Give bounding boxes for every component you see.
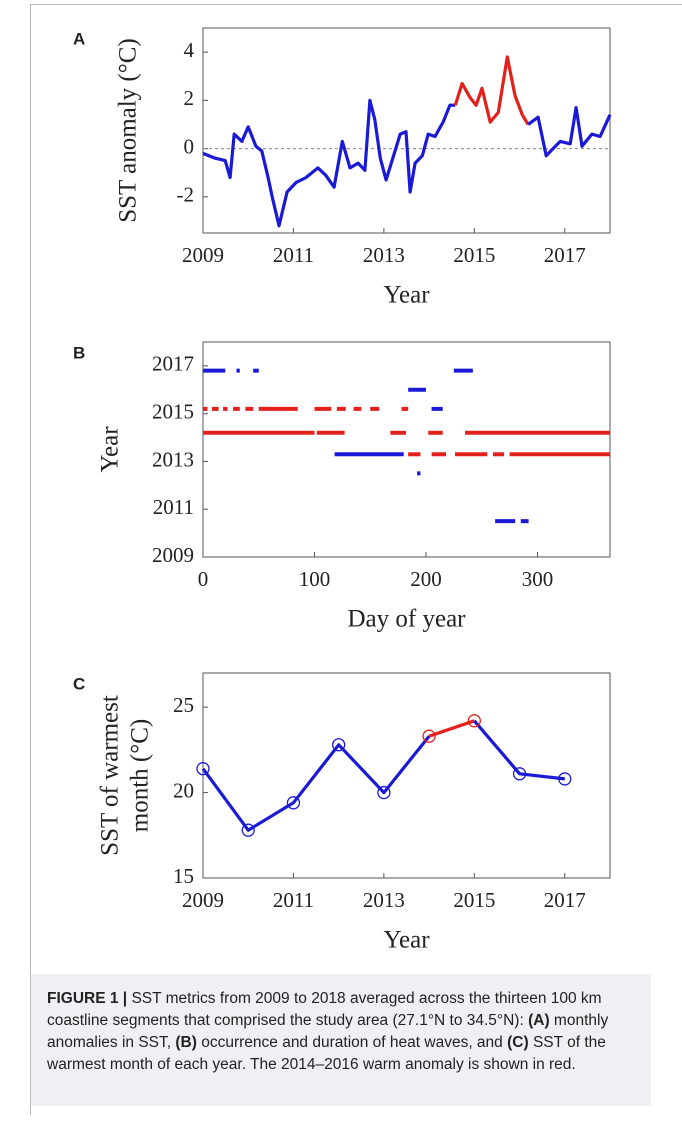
data-point (286, 796, 301, 810)
x-axis-label: Year (383, 927, 430, 954)
figure-frame (30, 4, 682, 1115)
x-axis-label: Year (383, 282, 430, 309)
x-tick-label: 200 (410, 567, 442, 591)
y-axis-label: SST of warmest (97, 695, 124, 856)
y-tick-label: 25 (173, 693, 194, 717)
x-tick-label: 2013 (363, 243, 405, 267)
data-point (241, 823, 255, 837)
caption-bold: FIGURE 1 | (47, 990, 128, 1007)
x-tick-label: 2011 (273, 243, 314, 267)
y-tick-label: 2 (184, 86, 195, 110)
data-line (428, 719, 475, 738)
y-tick-label: 2013 (152, 447, 194, 471)
x-tick-label: 2009 (182, 243, 224, 267)
panel-label: A (73, 29, 85, 48)
caption-text: SST metrics from 2009 to 2018 averaged a… (47, 990, 606, 1029)
plot-frame (202, 672, 611, 879)
caption-bold: (A) (528, 1012, 550, 1029)
y-tick-label: 0 (184, 134, 195, 158)
x-tick-label: 2009 (182, 888, 224, 912)
x-tick-label: 2015 (453, 888, 495, 912)
y-axis-label: Year (97, 426, 124, 473)
y-tick-label: 2011 (153, 495, 194, 519)
y-tick-label: 15 (173, 864, 194, 888)
y-tick-label: 4 (184, 38, 195, 62)
x-tick-label: 2017 (544, 888, 586, 912)
caption: FIGURE 1 | SST metrics from 2009 to 2018… (31, 974, 651, 1106)
y-tick-label: 20 (173, 778, 194, 802)
caption-text: monthly anomalies in SST, (47, 1012, 613, 1051)
y-tick-label: 2009 (152, 543, 194, 567)
x-tick-label: 2015 (453, 243, 495, 267)
x-tick-label: 0 (198, 567, 209, 591)
panel-label: C (73, 674, 85, 693)
data-point (377, 785, 391, 800)
data-line (453, 55, 530, 126)
data-point (332, 738, 346, 752)
x-tick-label: 2011 (273, 888, 314, 912)
y-axis-label: month (°C) (127, 719, 154, 832)
data-line (201, 735, 431, 832)
data-point (196, 762, 210, 776)
caption-text: SST of the warmest month of each year. T… (47, 1034, 611, 1073)
y-tick-label: -2 (177, 183, 195, 207)
x-tick-label: 300 (522, 567, 554, 591)
data-point (558, 772, 572, 786)
caption-bold: (B) (175, 1034, 197, 1051)
plot-frame (202, 341, 611, 558)
data-line (202, 98, 456, 228)
data-line (473, 719, 565, 781)
data-point (467, 714, 481, 728)
plot-frame (202, 27, 611, 234)
x-tick-label: 2013 (363, 888, 405, 912)
x-axis-label: Day of year (348, 606, 467, 633)
panel-label: B (73, 343, 85, 362)
x-tick-label: 2017 (544, 243, 586, 267)
data-point (422, 729, 436, 743)
data-point (512, 767, 527, 781)
data-line (527, 106, 612, 158)
y-axis-label: SST anomaly (°C) (115, 38, 142, 223)
y-tick-label: 2015 (152, 399, 194, 423)
x-tick-label: 100 (299, 567, 331, 591)
caption-text: occurrence and duration of heat waves, a… (196, 1034, 508, 1051)
caption-bold: (C) (507, 1034, 529, 1051)
y-tick-label: 2017 (152, 352, 194, 376)
